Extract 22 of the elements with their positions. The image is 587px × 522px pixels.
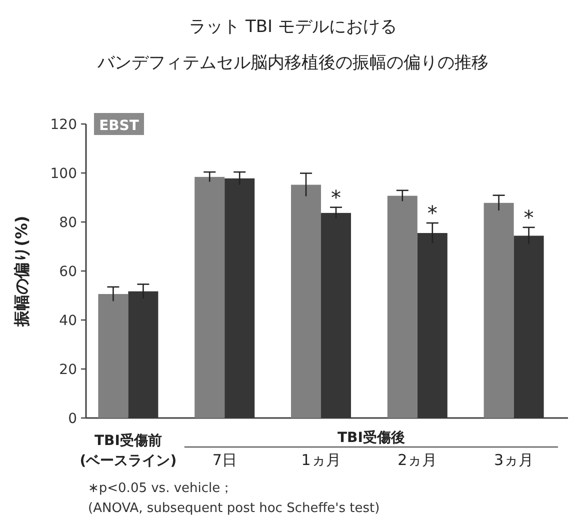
annotation: *: [331, 185, 341, 210]
y-axis-title: 振幅の偏り(%): [12, 216, 31, 328]
x-tick-label: 1ヵ月: [301, 451, 341, 469]
text: (ANOVA, subsequent post hoc Scheffe's test): [88, 501, 380, 516]
annotation: EBST: [99, 118, 140, 134]
chart-title: ラット TBI モデルにおける: [189, 17, 397, 37]
y-tick-label: 20: [59, 362, 77, 378]
y-tick-label: 0: [68, 411, 77, 427]
y-tick-label: 120: [50, 117, 77, 133]
text: ∗p<0.05 vs. vehicle；: [88, 481, 234, 496]
x-tick-label: 7日: [212, 451, 237, 469]
text: TBI受傷後: [337, 430, 405, 446]
annotation: *: [524, 205, 534, 230]
chart-subtitle: バンデフィテムセル脳内移植後の振幅の偏りの推移: [96, 53, 488, 73]
y-tick-label: 60: [59, 264, 77, 280]
annotation: *: [427, 200, 438, 225]
y-tick-label: 40: [59, 313, 77, 329]
x-tick-label: TBI受傷前 (ベースライン): [80, 433, 177, 469]
x-tick-label: 3ヵ月: [494, 451, 534, 469]
x-tick-label: 2ヵ月: [398, 451, 438, 469]
y-tick-label: 80: [59, 215, 77, 231]
y-tick-label: 100: [50, 166, 77, 182]
